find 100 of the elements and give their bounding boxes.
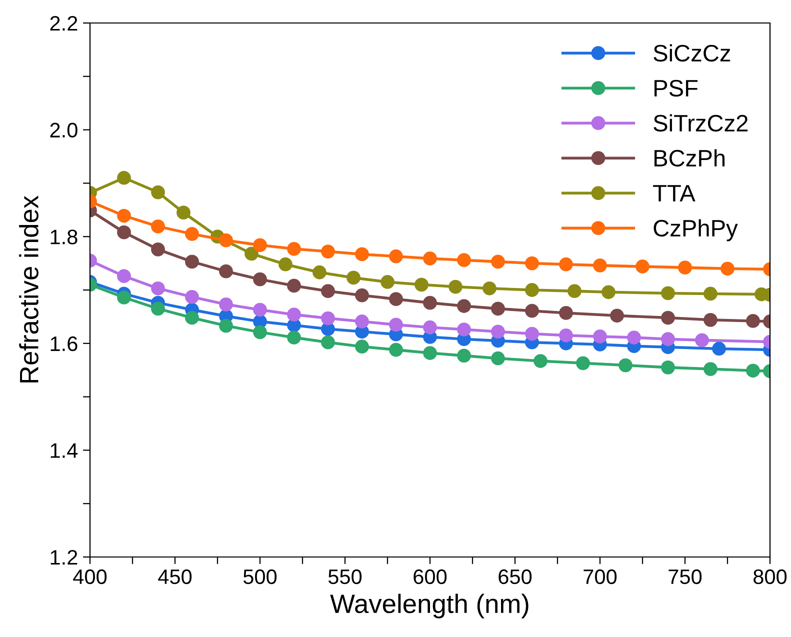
point bbox=[278, 257, 292, 272]
y-axis-title: Refractive index bbox=[19, 196, 38, 382]
x-tick-label: 800 bbox=[754, 569, 787, 584]
x-tick-label: 550 bbox=[328, 569, 362, 584]
point bbox=[704, 286, 718, 301]
point bbox=[176, 206, 190, 220]
point bbox=[287, 308, 301, 322]
point bbox=[355, 314, 369, 328]
x-tick-label: 400 bbox=[73, 569, 107, 584]
point bbox=[389, 318, 403, 332]
point bbox=[559, 257, 573, 272]
y-tick-label: 1.6 bbox=[50, 336, 78, 352]
y-tick-label: 2.0 bbox=[50, 122, 78, 138]
point bbox=[355, 288, 369, 302]
point bbox=[525, 304, 539, 318]
point bbox=[525, 283, 539, 297]
x-axis-title: Wavelength (nm) bbox=[330, 594, 528, 618]
point bbox=[346, 270, 360, 285]
point bbox=[219, 297, 233, 312]
point bbox=[117, 290, 131, 304]
point bbox=[602, 285, 616, 300]
point bbox=[491, 302, 505, 316]
point bbox=[525, 326, 539, 341]
point bbox=[720, 262, 734, 276]
point bbox=[457, 348, 471, 363]
legend-label: SiCzCz bbox=[654, 44, 730, 62]
point bbox=[312, 265, 326, 280]
point bbox=[253, 238, 267, 252]
y-tick-label: 2.2 bbox=[50, 16, 78, 31]
point bbox=[704, 362, 718, 376]
point bbox=[151, 281, 165, 296]
point bbox=[389, 292, 403, 306]
point bbox=[576, 356, 590, 370]
point bbox=[185, 310, 199, 325]
point bbox=[423, 252, 437, 266]
point bbox=[219, 318, 233, 333]
point bbox=[712, 342, 726, 356]
point bbox=[491, 254, 505, 269]
legend-label: BCzPh bbox=[654, 149, 725, 167]
point bbox=[525, 256, 539, 270]
point bbox=[636, 260, 650, 274]
point bbox=[321, 335, 335, 350]
point bbox=[185, 290, 199, 304]
point bbox=[661, 286, 675, 300]
point bbox=[253, 325, 267, 340]
point bbox=[704, 312, 718, 327]
point bbox=[253, 272, 267, 286]
point bbox=[287, 278, 301, 293]
x-tick-label: 450 bbox=[158, 569, 192, 584]
point bbox=[423, 320, 437, 334]
point bbox=[321, 311, 335, 326]
point bbox=[117, 225, 131, 240]
point bbox=[355, 340, 369, 354]
point bbox=[117, 269, 131, 284]
point bbox=[117, 170, 131, 185]
point bbox=[610, 308, 624, 323]
point bbox=[593, 330, 607, 344]
point bbox=[219, 264, 233, 278]
point bbox=[448, 280, 462, 294]
point bbox=[695, 333, 709, 348]
point bbox=[253, 302, 267, 317]
point bbox=[423, 296, 437, 310]
legend-label: CzPhPy bbox=[654, 219, 738, 242]
y-tick-label: 1.8 bbox=[50, 230, 78, 244]
point bbox=[618, 358, 632, 372]
x-tick-label: 700 bbox=[584, 569, 617, 584]
point bbox=[661, 310, 675, 325]
point bbox=[151, 242, 165, 256]
y-tick-label: 1.4 bbox=[50, 443, 78, 458]
y-tick-label: 1.2 bbox=[50, 550, 78, 565]
x-tick-label: 500 bbox=[243, 569, 277, 584]
point bbox=[593, 258, 607, 272]
point bbox=[219, 233, 233, 248]
point bbox=[457, 322, 471, 336]
point bbox=[491, 324, 505, 339]
point bbox=[568, 284, 582, 298]
point bbox=[389, 342, 403, 357]
point bbox=[389, 249, 403, 264]
legend-label: TTA bbox=[653, 185, 696, 202]
legend-label: PSF bbox=[654, 80, 698, 97]
x-tick-label: 650 bbox=[498, 569, 532, 584]
point bbox=[117, 208, 131, 223]
point bbox=[534, 354, 548, 368]
point bbox=[482, 281, 496, 296]
point bbox=[457, 253, 471, 268]
point bbox=[491, 351, 505, 366]
point bbox=[661, 332, 675, 346]
point bbox=[185, 254, 199, 269]
point bbox=[457, 299, 471, 313]
point bbox=[244, 246, 258, 261]
point bbox=[678, 260, 692, 275]
point bbox=[661, 360, 675, 374]
point bbox=[423, 346, 437, 360]
point bbox=[627, 330, 641, 344]
point bbox=[559, 328, 573, 342]
point bbox=[151, 185, 165, 200]
point bbox=[321, 284, 335, 298]
point bbox=[287, 242, 301, 256]
point bbox=[746, 314, 760, 328]
x-tick-label: 600 bbox=[414, 569, 447, 584]
